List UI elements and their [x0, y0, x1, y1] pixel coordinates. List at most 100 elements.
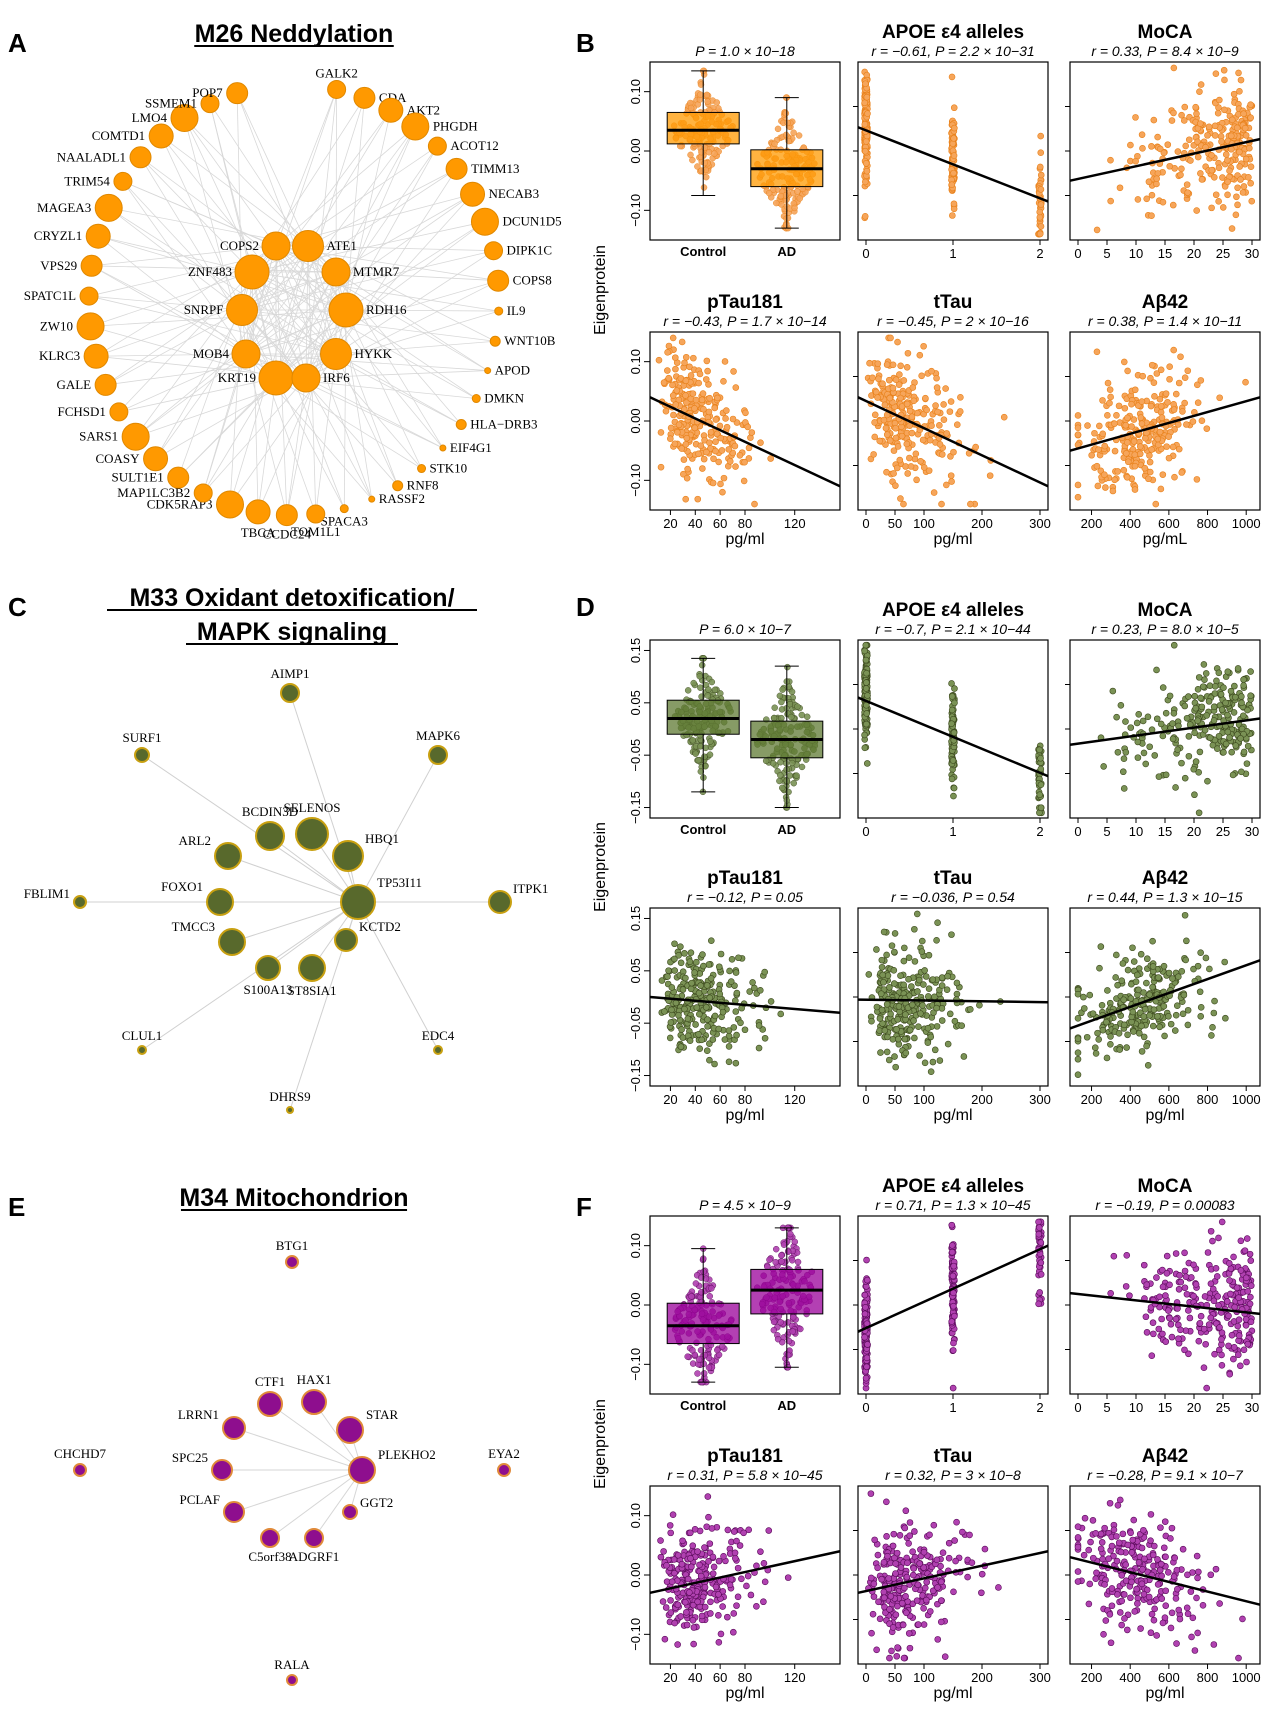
data-point — [1192, 103, 1199, 111]
box-point — [770, 1326, 778, 1334]
node-il9 — [494, 306, 504, 316]
data-point — [687, 985, 695, 993]
data-point — [1226, 734, 1233, 741]
data-point — [862, 80, 869, 88]
data-point — [864, 1276, 871, 1284]
data-point — [698, 396, 706, 404]
edge — [231, 901, 359, 943]
data-point — [889, 1035, 897, 1043]
box-point — [706, 751, 714, 758]
y-tick-label: 0.15 — [628, 906, 643, 931]
data-point — [1164, 398, 1171, 406]
data-point — [1167, 1020, 1175, 1028]
data-point — [928, 367, 935, 375]
data-point — [1074, 412, 1082, 419]
data-point — [1157, 402, 1165, 410]
data-point — [894, 1016, 902, 1023]
x-tick-label: 5 — [1103, 246, 1110, 261]
data-point — [1178, 759, 1185, 767]
x-tick-label: 400 — [1119, 516, 1141, 531]
hub-label: ZNF483 — [188, 264, 232, 279]
data-point — [1169, 201, 1177, 209]
data-point — [1212, 191, 1220, 199]
node-label: CLUL1 — [122, 1028, 162, 1043]
x-tick-label: 1000 — [1232, 1092, 1261, 1107]
node-label: HLA−DRB3 — [470, 416, 537, 431]
data-point — [1163, 1270, 1171, 1277]
data-point — [878, 956, 886, 964]
data-point — [1146, 1012, 1153, 1019]
data-point — [1037, 149, 1045, 156]
data-point — [1216, 394, 1223, 402]
edge — [184, 117, 307, 379]
data-point — [1221, 76, 1228, 84]
data-point — [732, 1008, 740, 1015]
edge — [105, 309, 243, 386]
node-label: TRIM54 — [64, 173, 110, 188]
x-tick-label: 100 — [913, 1092, 935, 1107]
data-point — [908, 983, 915, 990]
box-point — [689, 1347, 696, 1354]
x-tick-label: 600 — [1158, 516, 1180, 531]
data-point — [958, 1022, 966, 1029]
x-tick-label: 5 — [1103, 824, 1110, 839]
node-label: COASY — [95, 451, 140, 466]
y-tick-label: 0.10 — [628, 349, 643, 374]
box-point — [706, 1292, 714, 1300]
data-point — [1035, 1300, 1042, 1308]
node-klrc3 — [83, 343, 109, 369]
data-point — [1197, 170, 1204, 177]
data-point — [936, 1057, 944, 1064]
data-point — [923, 406, 931, 414]
data-point — [1037, 171, 1045, 179]
data-point — [1120, 996, 1128, 1004]
box-point — [793, 188, 801, 195]
data-point — [910, 397, 918, 405]
node-stk10 — [417, 464, 427, 474]
data-point — [1192, 758, 1200, 765]
edge — [245, 271, 337, 355]
node-clul1 — [137, 1045, 147, 1055]
data-point — [892, 434, 900, 442]
data-point — [891, 948, 898, 956]
data-point — [1234, 665, 1242, 672]
data-point — [1222, 699, 1229, 707]
box-point — [788, 759, 796, 767]
data-point — [869, 374, 876, 382]
data-point — [1201, 726, 1209, 734]
data-point — [1150, 1006, 1158, 1013]
data-point — [888, 942, 896, 949]
box-point — [771, 704, 778, 711]
data-point — [864, 110, 871, 117]
data-point — [1243, 760, 1251, 767]
panel-letter-b: B — [576, 28, 595, 58]
regression-line — [857, 126, 1049, 203]
data-point — [1211, 682, 1219, 690]
x-tick-label: 20 — [663, 516, 677, 531]
node-label: FOXO1 — [161, 879, 203, 894]
data-point — [1177, 353, 1184, 361]
data-point — [1093, 348, 1101, 356]
data-point — [938, 982, 946, 989]
data-point — [933, 384, 941, 391]
data-point — [1207, 1314, 1215, 1322]
data-point — [918, 937, 926, 945]
data-point — [1127, 995, 1135, 1002]
data-point — [1239, 189, 1247, 196]
data-point — [1091, 1044, 1099, 1052]
data-point — [1148, 212, 1155, 220]
node-label: SSMEM1 — [145, 96, 197, 111]
node-label: PHGDH — [433, 118, 478, 133]
data-point — [664, 367, 671, 374]
node-label: BTG1 — [276, 1238, 309, 1253]
x-axis-label: pg/ml — [725, 1107, 764, 1124]
data-point — [900, 981, 907, 989]
data-point — [1136, 450, 1144, 458]
data-point — [1220, 749, 1227, 756]
box-category-label: AD — [777, 1398, 796, 1413]
data-point — [1181, 1267, 1189, 1275]
data-point — [925, 951, 933, 959]
data-point — [1194, 962, 1202, 970]
